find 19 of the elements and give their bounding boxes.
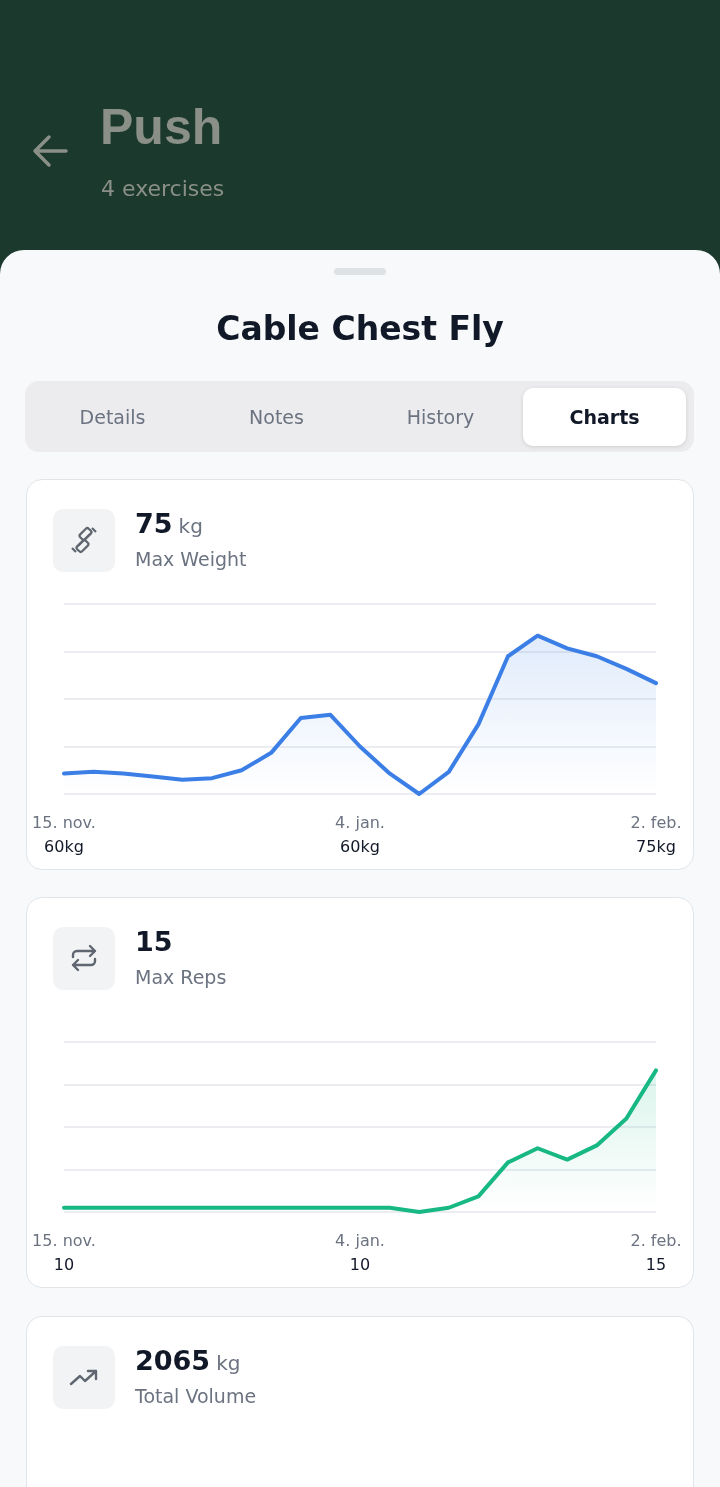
text: History [405, 405, 476, 430]
chart-subtitle: Max Weight [135, 548, 247, 570]
text: Total Volume [135, 1385, 257, 1407]
text: Push [100, 98, 223, 156]
text: Charts [523, 388, 686, 446]
text: 4 exercises [101, 176, 225, 201]
text: Details [78, 405, 147, 430]
chart-subtitle: Max Reps [135, 966, 227, 988]
x-tick-label: 2. feb. 15 [630, 1230, 682, 1274]
x-tick-label: 2. feb. 75kg [630, 812, 682, 856]
chart-title: 15 [135, 926, 173, 957]
x-tick-label: 4. jan. 10 [335, 1230, 385, 1274]
chart-title: 75 kg [135, 508, 203, 539]
x-tick-label: 4. jan. 60kg [335, 812, 385, 856]
text: Notes [248, 405, 305, 430]
x-tick-label: 15. nov. 10 [32, 1230, 96, 1274]
text: Cable Chest Fly [215, 309, 505, 348]
text: 2065 kg [135, 1345, 241, 1376]
x-tick-label: 15. nov. 60kg [32, 812, 96, 856]
